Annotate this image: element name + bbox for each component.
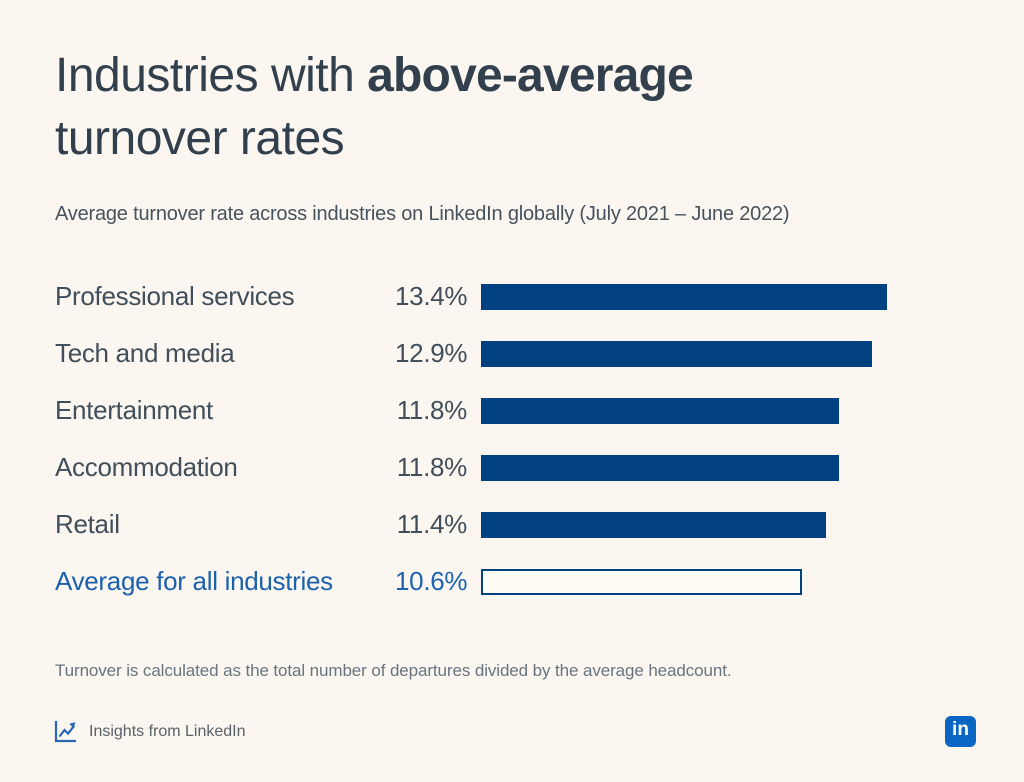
row-label: Retail bbox=[55, 509, 120, 539]
row-value: 10.6% bbox=[395, 566, 468, 596]
linkedin-logo: in bbox=[945, 716, 976, 747]
row-value: 12.9% bbox=[395, 338, 468, 368]
row-label: Tech and media bbox=[55, 338, 235, 368]
bar bbox=[481, 511, 826, 538]
row-value: 13.4% bbox=[395, 281, 468, 311]
page-title: Industries with above-average turnover ra… bbox=[55, 44, 694, 170]
bar bbox=[481, 283, 887, 310]
bar bbox=[481, 340, 872, 367]
row-label: Professional services bbox=[55, 281, 295, 311]
chart-row: Entertainment 11.8% bbox=[55, 382, 887, 439]
header: Industries with above-average turnover ra… bbox=[55, 44, 694, 170]
subtitle: Average turnover rate across industries … bbox=[55, 203, 790, 225]
row-label: Accommodation bbox=[55, 452, 238, 482]
title-regular: Industries with bbox=[55, 49, 368, 102]
bar-chart: Professional services 13.4% Tech and media… bbox=[55, 268, 887, 610]
bar bbox=[481, 454, 839, 481]
chart-rows: Professional services 13.4% Tech and media… bbox=[55, 268, 887, 610]
row-value: 11.8% bbox=[396, 452, 468, 482]
footnote: Turnover is calculated as the total numb… bbox=[55, 661, 732, 680]
row-value: 11.8% bbox=[396, 395, 468, 425]
footer: Insights from LinkedIn in bbox=[52, 716, 976, 747]
chart-row: Accommodation 11.8% bbox=[55, 439, 887, 496]
chart-row: Tech and media 12.9% bbox=[55, 325, 887, 382]
insights-badge: Insights from LinkedIn bbox=[52, 718, 246, 745]
bar bbox=[481, 397, 839, 424]
title-bold: above-average bbox=[367, 49, 694, 102]
chart-row: Retail 11.4% bbox=[55, 496, 887, 553]
row-label: Entertainment bbox=[55, 395, 213, 425]
insights-label: Insights from LinkedIn bbox=[89, 722, 246, 740]
row-label: Average for all industries bbox=[55, 566, 333, 596]
row-value: 11.4% bbox=[396, 509, 468, 539]
chart-row: Average for all industries 10.6% bbox=[55, 553, 887, 610]
chart-line-arrow-icon bbox=[52, 718, 79, 745]
chart-row: Professional services 13.4% bbox=[55, 268, 887, 325]
title-line-2: turnover rates bbox=[55, 112, 345, 165]
average-bar bbox=[481, 568, 802, 595]
